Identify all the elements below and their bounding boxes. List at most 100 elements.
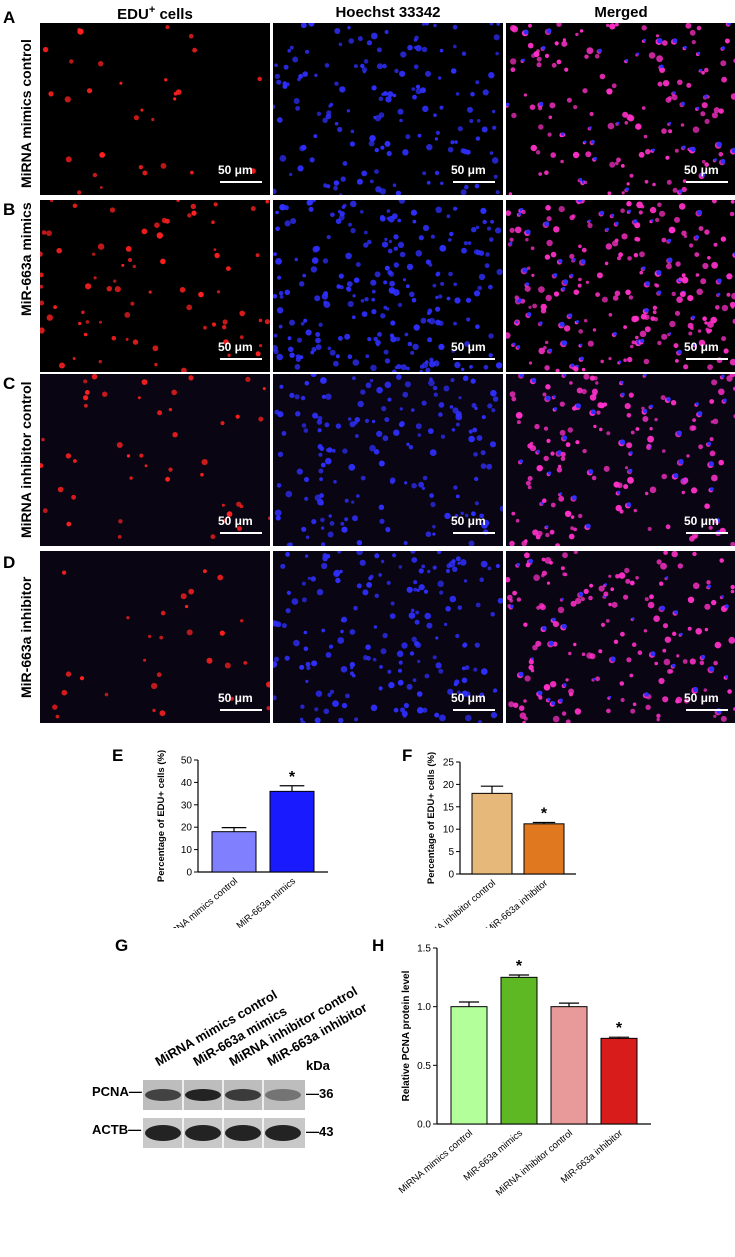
scale-bar-label: 50 μm (218, 163, 253, 177)
blot-protein-label: ACTB— (92, 1122, 142, 1137)
y-tick-label: 25 (443, 758, 455, 769)
blot-kda-value: —36 (306, 1086, 334, 1101)
x-tick-label: MiRNA inhibitor control (420, 878, 498, 928)
y-tick-label: 20 (443, 780, 455, 791)
scale-bar-label: 50 μm (218, 691, 253, 705)
y-tick-label: 5 (448, 847, 454, 858)
y-tick-label: 1.5 (417, 944, 431, 955)
y-tick-label: 0.0 (417, 1120, 431, 1131)
scale-bar (686, 181, 728, 183)
blot-band (225, 1125, 261, 1141)
y-tick-label: 10 (181, 845, 193, 856)
bar (550, 1006, 588, 1125)
column-title-hoechst: Hoechst 33342 (335, 4, 441, 21)
bar (269, 790, 315, 873)
panel-letter-c: C (3, 374, 16, 393)
x-tick-label: MiRNA mimics control (397, 1128, 475, 1196)
column-title-merged: Merged (594, 4, 648, 21)
panel-letter-g: G (115, 936, 129, 955)
blot-band (185, 1089, 221, 1101)
scale-bar (453, 709, 495, 711)
scale-bar-label: 50 μm (451, 163, 486, 177)
y-tick-label: 20 (181, 823, 193, 834)
scale-bar (453, 181, 495, 183)
panel-letter-h: H (372, 936, 385, 955)
scale-bar (453, 532, 495, 534)
scale-bar (220, 709, 262, 711)
x-tick-label: MiRNA mimics control (162, 876, 240, 928)
bar (211, 831, 257, 873)
scale-bar-label: 50 μm (218, 514, 253, 528)
blot-protein-label: PCNA— (92, 1084, 142, 1099)
scale-bar (686, 709, 728, 711)
significance-marker: * (616, 1020, 623, 1037)
blot-band (265, 1089, 301, 1101)
micrograph-edu-row-c: 50 μm (40, 374, 270, 546)
scale-bar (220, 358, 262, 360)
y-tick-label: 0 (186, 868, 192, 879)
bar (450, 1006, 488, 1125)
scale-bar-label: 50 μm (451, 340, 486, 354)
micrograph-merged-row-d: 50 μm (506, 551, 735, 723)
y-axis-label: Percentage of EDU+ cells (%) (156, 750, 167, 882)
micrograph-merged-row-b: 50 μm (506, 200, 735, 372)
significance-marker: * (289, 769, 296, 786)
blot-strip (143, 1080, 305, 1110)
row-label-d: MiR-663a inhibitor (18, 576, 34, 698)
scale-bar-label: 50 μm (218, 340, 253, 354)
column-title-edu: EDU+ cells (117, 4, 193, 23)
scale-bar (686, 532, 728, 534)
y-tick-label: 40 (181, 778, 193, 789)
blot-band (225, 1089, 261, 1101)
y-tick-label: 30 (181, 800, 193, 811)
scale-bar-label: 50 μm (684, 691, 719, 705)
micrograph-merged-row-a: 50 μm (506, 23, 735, 195)
edu-superscript: + (148, 4, 156, 16)
blot-band (185, 1125, 221, 1141)
panel-letter-f: F (402, 746, 413, 765)
scale-bar-label: 50 μm (684, 340, 719, 354)
panel-letter-e: E (112, 746, 124, 765)
scale-bar (220, 532, 262, 534)
blot-band (145, 1125, 181, 1141)
scale-bar-label: 50 μm (451, 691, 486, 705)
scale-bar (220, 181, 262, 183)
scale-bar-label: 50 μm (451, 514, 486, 528)
blot-band (265, 1125, 301, 1141)
y-tick-label: 15 (443, 802, 455, 813)
y-tick-label: 0 (448, 870, 454, 881)
y-tick-label: 10 (443, 825, 455, 836)
y-tick-label: 0.5 (417, 1061, 431, 1072)
bar (500, 976, 538, 1125)
row-label-a: MiRNA mimics control (18, 39, 34, 188)
micrograph-edu-row-a: 50 μm (40, 23, 270, 195)
bar (600, 1037, 638, 1125)
scale-bar-label: 50 μm (684, 514, 719, 528)
scale-bar (686, 358, 728, 360)
scale-bar (453, 358, 495, 360)
blot-band (145, 1089, 181, 1101)
bar (523, 823, 565, 875)
y-axis-label: Percentage of EDU+ cells (%) (426, 752, 437, 884)
chart-h: 0.0 0.5 1.0 1.5 Relative PCNA protein level M… (397, 944, 651, 1198)
micrograph-hoechst-row-b: 50 μm (273, 200, 503, 372)
row-label-b: MiR-663a mimics (18, 202, 34, 316)
significance-marker: * (541, 805, 548, 822)
micrograph-edu-row-b: 50 μm (40, 200, 270, 372)
bar (471, 792, 513, 875)
row-label-c: MiRNA inhibitor control (18, 381, 34, 538)
micrograph-hoechst-row-a: 50 μm (273, 23, 503, 195)
micrograph-hoechst-row-c: 50 μm (273, 374, 503, 546)
y-axis-label: Relative PCNA protein level (401, 970, 412, 1101)
blot-strip (143, 1118, 305, 1148)
significance-marker: * (516, 958, 523, 975)
kda-label: kDa (306, 1058, 330, 1073)
blot-kda-value: —43 (306, 1124, 334, 1139)
scale-bar-label: 50 μm (684, 163, 719, 177)
micrograph-edu-row-d: 50 μm (40, 551, 270, 723)
panel-letter-d: D (3, 553, 16, 572)
y-tick-label: 1.0 (417, 1002, 431, 1013)
micrograph-merged-row-c: 50 μm (506, 374, 735, 546)
x-tick-label: MiR-663a mimics (235, 876, 298, 928)
